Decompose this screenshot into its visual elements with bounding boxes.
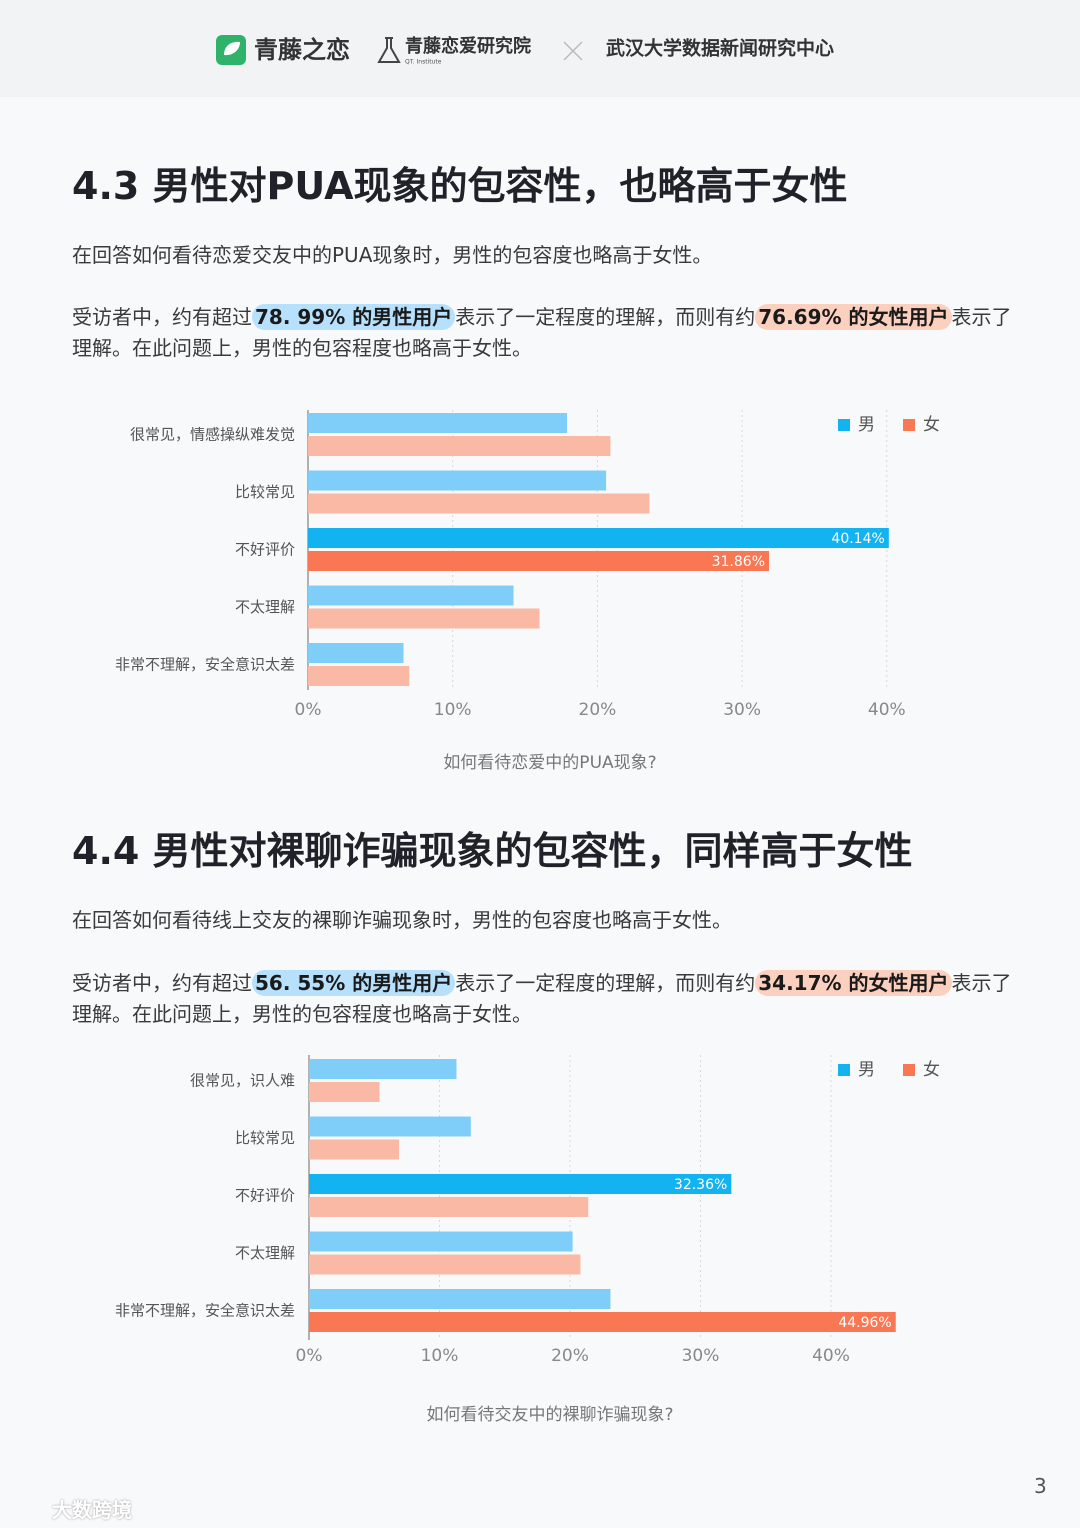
data-label: 44.96% [838,1315,891,1331]
legend-swatch [838,1064,850,1076]
bar [308,528,889,548]
bar [309,1139,400,1160]
y-tick-label: 不好评价 [235,1187,295,1205]
cross-icon [563,41,583,61]
legend-swatch [838,419,850,431]
legend-swatch [903,1064,915,1076]
x-tick-label: 10% [421,1346,459,1366]
header: 青藤之恋 青藤恋爱研究院 QT. Institute 武汉大学数据新闻研究中心 [0,0,1080,97]
highlight-text: 34.17% 的女性用户 [755,970,952,996]
partner-name: 武汉大学数据新闻研究中心 [606,37,834,60]
axis-title: 如何看待交友中的裸聊诈骗现象? [426,1405,673,1425]
leaf-icon [224,41,240,56]
text: 在回答如何看待线上交友的裸聊诈骗现象时，男性的包容度也略高于女性。 [72,908,732,932]
highlight-text: 56. 55% 的男性用户 [252,970,456,996]
text: 受访者中，约有超过 [72,971,252,995]
x-tick-label: 20% [551,1346,589,1366]
bar [309,1082,380,1102]
data-label: 31.86% [712,554,765,570]
legend-swatch [903,419,915,431]
flask-icon [377,37,401,63]
bar [308,608,540,629]
text: 表示了理解。在此问题上，男性的包容程度也略高于女性。 [72,305,1012,360]
bar [309,1197,589,1217]
bar [308,493,650,514]
bar [309,1116,471,1137]
bar [308,643,404,663]
bar [308,413,568,433]
legend-label: 男 [858,1060,875,1080]
bar [309,1289,611,1309]
bar [309,1254,581,1275]
y-tick-label: 比较常见 [235,483,295,501]
bar [308,551,770,571]
text: 表示了一定程度的理解，而则有约 [455,971,756,995]
institute-name: 青藤恋爱研究院 [405,35,531,57]
y-tick-label: 不太理解 [235,1244,295,1262]
bar [308,436,611,456]
paragraph: 在回答如何看待恋爱交友中的PUA现象时，男性的包容度也略高于女性。 [72,240,1012,271]
heading: 4.4 男性对裸聊诈骗现象的包容性，同样高于女性 [72,829,913,873]
page-number: 3 [1034,1474,1047,1498]
text: 在回答如何看待恋爱交友中的PUA现象时，男性的包容度也略高于女性。 [72,243,713,267]
y-tick-label: 非常不理解，安全意识太差 [115,656,295,674]
x-tick-label: 40% [812,1346,850,1366]
data-label: 40.14% [831,531,884,547]
y-tick-label: 很常见，识人难 [190,1072,295,1090]
bar [308,470,607,491]
y-tick-label: 比较常见 [235,1129,295,1147]
bar [309,1059,457,1079]
x-tick-label: 40% [868,700,906,720]
legend-label: 男 [858,415,875,435]
y-tick-label: 非常不理解，安全意识太差 [115,1302,295,1320]
text: 表示了一定程度的理解，而则有约 [455,305,756,329]
legend-label: 女 [923,415,940,435]
bar [308,585,514,606]
axis-title: 如何看待恋爱中的PUA现象? [443,752,656,773]
x-tick-label: 0% [295,700,322,720]
header-graphics: 青藤之恋 青藤恋爱研究院 QT. Institute 武汉大学数据新闻研究中心 [216,35,834,66]
highlight-text: 78. 99% 的男性用户 [252,304,456,330]
bar [309,1312,896,1332]
legend-label: 女 [923,1060,940,1080]
text: 受访者中，约有超过 [72,305,252,329]
data-label: 32.36% [674,1177,727,1193]
x-tick-label: 0% [296,1346,323,1366]
heading: 4.3 男性对PUA现象的包容性，也略高于女性 [72,164,848,208]
x-tick-label: 10% [434,700,472,720]
x-tick-label: 30% [723,700,761,720]
x-tick-label: 20% [579,700,617,720]
y-tick-label: 不太理解 [235,598,295,616]
highlight-text: 76.69% 的女性用户 [755,304,952,330]
bar [309,1174,732,1194]
paragraph: 受访者中，约有超过 78. 99% 的男性用户 表示了一定程度的理解，而则有约 76.… [72,302,1012,364]
bar [308,666,410,686]
y-tick-label: 很常见，情感操纵难发觉 [130,426,295,444]
brand-name: 青藤之恋 [254,36,350,64]
x-tick-label: 30% [682,1346,720,1366]
bar [309,1231,573,1252]
y-tick-label: 不好评价 [235,541,295,559]
institute-en: QT. Institute [405,59,442,66]
text: 表示了理解。在此问题上，男性的包容程度也略高于女性。 [72,971,1012,1026]
watermark: 大数跨境 [52,1498,132,1522]
paragraph: 在回答如何看待线上交友的裸聊诈骗现象时，男性的包容度也略高于女性。 [72,905,1012,936]
paragraph: 受访者中，约有超过 56. 55% 的男性用户 表示了一定程度的理解，而则有约 34.… [72,968,1012,1030]
